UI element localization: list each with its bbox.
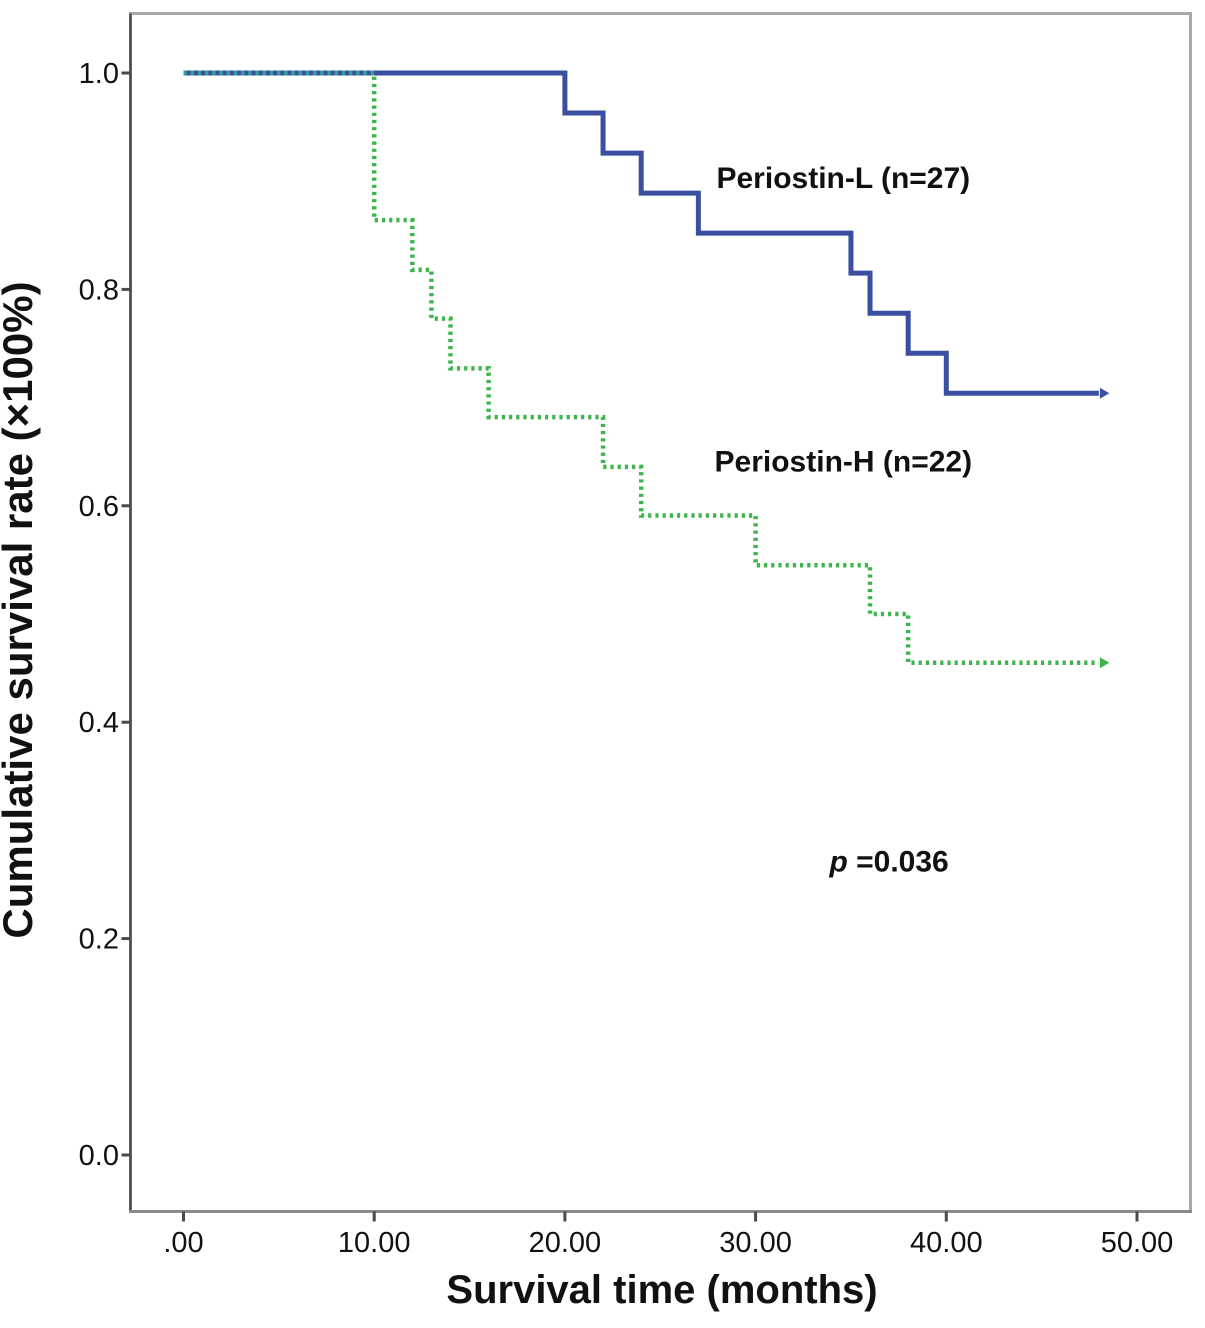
y-tick-label: 0.2 bbox=[79, 924, 119, 956]
y-tick-label: 0.6 bbox=[79, 491, 119, 523]
curve-end-arrow-periostin-l bbox=[1099, 387, 1110, 399]
series-label-periostin-l: Periostin-L (n=27) bbox=[716, 162, 970, 195]
p-symbol: p bbox=[828, 846, 847, 879]
y-tick-label: 0.4 bbox=[79, 707, 119, 739]
survival-curve-periostin-l bbox=[183, 70, 1099, 396]
x-tick-label: 10.00 bbox=[338, 1227, 411, 1259]
curve-end-arrow-periostin-h bbox=[1099, 657, 1110, 669]
x-tick-label: .00 bbox=[163, 1227, 203, 1259]
y-axis-title: Cumulative survival rate (×100%) bbox=[0, 281, 41, 938]
survival-curves bbox=[183, 70, 1110, 669]
x-axis-title: Survival time (months) bbox=[446, 1268, 877, 1312]
p-value-annotation: p =0.036 bbox=[828, 846, 948, 879]
y-tick-label: 1.0 bbox=[79, 58, 119, 90]
series-label-periostin-h: Periostin-H (n=22) bbox=[715, 445, 973, 478]
x-tick-label: 50.00 bbox=[1101, 1227, 1174, 1259]
survival-curve-periostin-h bbox=[183, 70, 1099, 665]
p-value-text: =0.036 bbox=[848, 846, 949, 879]
axis-ticks: .00 10.00 20.00 30.00 40.00 50.00 0.0 0.2 0.4 0.6… bbox=[79, 58, 1174, 1259]
x-tick-label: 40.00 bbox=[910, 1227, 983, 1259]
x-tick-label: 30.00 bbox=[719, 1227, 792, 1259]
y-tick-label: 0.8 bbox=[79, 274, 119, 306]
plot-frame bbox=[129, 12, 1192, 1213]
x-tick-label: 20.00 bbox=[529, 1227, 602, 1259]
y-tick-label: 0.0 bbox=[79, 1140, 119, 1172]
